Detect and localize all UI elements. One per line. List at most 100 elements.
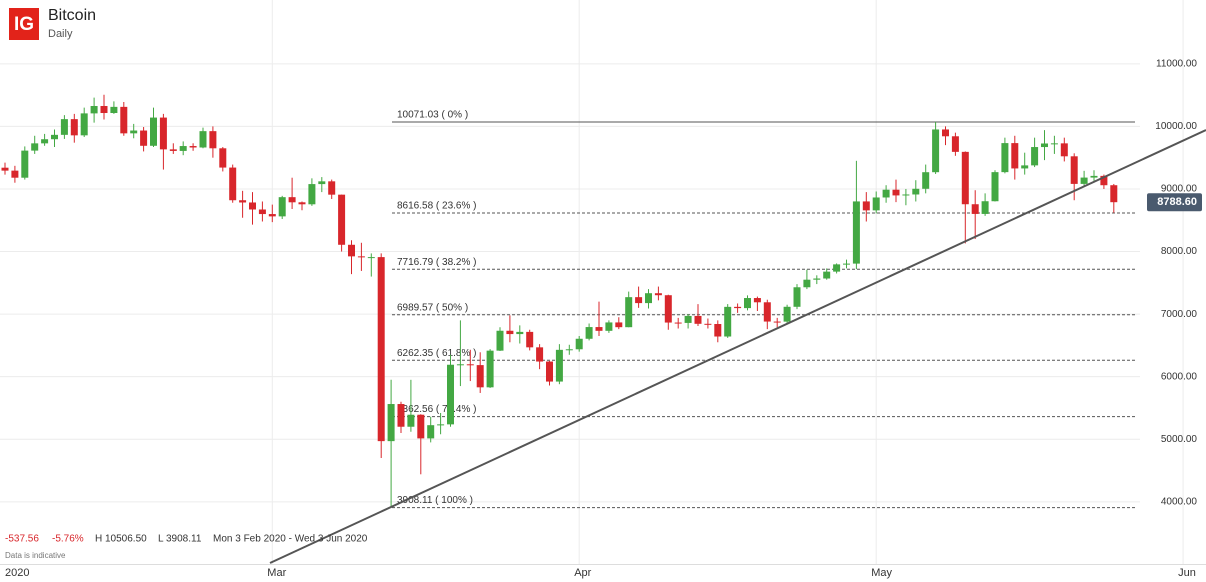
y-tick-label: 4000.00 bbox=[1161, 496, 1198, 507]
candle-body bbox=[456, 364, 464, 366]
candle-body bbox=[734, 306, 742, 309]
candle-body bbox=[546, 361, 553, 382]
fib-label: 3908.11 ( 100% ) bbox=[397, 495, 473, 506]
candle-body bbox=[922, 172, 930, 189]
candle-body bbox=[585, 327, 593, 339]
candle-body bbox=[783, 306, 791, 322]
y-tick-label: 6000.00 bbox=[1161, 371, 1198, 382]
fib-label: 7716.79 ( 38.2% ) bbox=[397, 257, 477, 268]
candle-body bbox=[130, 130, 138, 134]
candle-body bbox=[981, 201, 989, 214]
candle-body bbox=[773, 321, 781, 323]
candle-body bbox=[635, 297, 643, 304]
candle-body bbox=[843, 263, 850, 265]
candle-body bbox=[654, 293, 662, 296]
candle-body bbox=[892, 189, 900, 196]
change: -537.56 bbox=[5, 534, 39, 545]
logo: IG bbox=[14, 14, 34, 35]
candle-body bbox=[140, 130, 148, 146]
candle-body bbox=[744, 298, 751, 309]
candle-body bbox=[763, 302, 771, 322]
candle-body bbox=[872, 197, 880, 211]
candle-body bbox=[159, 117, 167, 150]
candle-body bbox=[466, 364, 474, 366]
candle-body bbox=[328, 181, 336, 195]
candle-body bbox=[664, 295, 672, 323]
fib-label: 5362.56 ( 76.4% ) bbox=[397, 404, 477, 415]
candle-body bbox=[714, 323, 722, 337]
x-tick-label: 2020 bbox=[5, 567, 29, 579]
candle-body bbox=[150, 117, 157, 146]
candle-body bbox=[1021, 165, 1029, 169]
subtitle: Daily bbox=[48, 28, 73, 40]
candle-body bbox=[971, 204, 979, 214]
candle-body bbox=[1031, 147, 1039, 166]
candle-body bbox=[506, 330, 514, 335]
candle-body bbox=[318, 181, 326, 185]
candle-body bbox=[615, 322, 623, 328]
fib-label: 10071.03 ( 0% ) bbox=[397, 110, 468, 121]
candle-body bbox=[645, 293, 652, 304]
candle-body bbox=[565, 349, 573, 351]
candle-body bbox=[902, 194, 910, 196]
candle-body bbox=[575, 338, 583, 350]
candle-body bbox=[932, 129, 940, 173]
y-tick-label: 8000.00 bbox=[1161, 246, 1198, 257]
candle-body bbox=[387, 404, 395, 442]
candle-body bbox=[704, 323, 712, 325]
candle-body bbox=[41, 139, 49, 144]
candle-body bbox=[862, 201, 870, 211]
date-range: Mon 3 Feb 2020 - Wed 3 Jun 2020 bbox=[213, 534, 368, 545]
y-tick-label: 7000.00 bbox=[1161, 309, 1198, 320]
high-stat: H 10506.50 bbox=[95, 534, 147, 545]
candle-body bbox=[516, 331, 524, 335]
candle-body bbox=[833, 264, 841, 272]
candle-body bbox=[80, 113, 88, 136]
candle-body bbox=[1, 167, 9, 171]
candle-body bbox=[51, 134, 58, 140]
x-tick-label: Mar bbox=[267, 567, 286, 579]
change-pct: -5.76% bbox=[52, 534, 84, 545]
candle-body bbox=[1011, 143, 1019, 169]
candle-body bbox=[377, 257, 385, 442]
candle-body bbox=[110, 106, 118, 114]
trendline bbox=[269, 129, 1206, 564]
candle-body bbox=[1080, 177, 1088, 184]
y-tick-label: 10000.00 bbox=[1155, 121, 1197, 132]
candle-body bbox=[249, 202, 256, 210]
candle-body bbox=[1110, 185, 1118, 203]
candle-body bbox=[595, 327, 603, 331]
candle-body bbox=[308, 184, 316, 205]
fib-label: 6262.35 ( 61.8% ) bbox=[397, 348, 477, 359]
candle-body bbox=[348, 244, 355, 257]
candle-body bbox=[555, 349, 563, 382]
candle-body bbox=[278, 197, 286, 217]
candle-body bbox=[189, 146, 197, 148]
candle-body bbox=[298, 202, 306, 205]
candle-body bbox=[338, 194, 346, 245]
candle-body bbox=[813, 278, 821, 280]
price-tag-label: 8788.60 bbox=[1157, 196, 1197, 208]
candle-body bbox=[169, 149, 177, 151]
candle-body bbox=[100, 105, 108, 114]
candle-body bbox=[1060, 143, 1068, 157]
candle-body bbox=[684, 315, 692, 323]
logo-box bbox=[9, 8, 39, 40]
candle-body bbox=[496, 330, 504, 351]
candle-body bbox=[694, 315, 702, 324]
candle-body bbox=[70, 119, 78, 136]
candle-body bbox=[961, 151, 969, 205]
candle-body bbox=[90, 105, 98, 114]
candle-body bbox=[1001, 143, 1009, 173]
candle-body bbox=[427, 425, 435, 439]
candle-body bbox=[536, 347, 544, 362]
candle-body bbox=[258, 209, 266, 215]
candle-body bbox=[209, 131, 217, 149]
candle-body bbox=[229, 167, 237, 201]
candle-body bbox=[31, 143, 39, 151]
candle-body bbox=[942, 129, 949, 137]
candle-body bbox=[882, 189, 890, 198]
candle-body bbox=[1090, 175, 1098, 178]
x-tick-label: Jun bbox=[1178, 567, 1196, 579]
